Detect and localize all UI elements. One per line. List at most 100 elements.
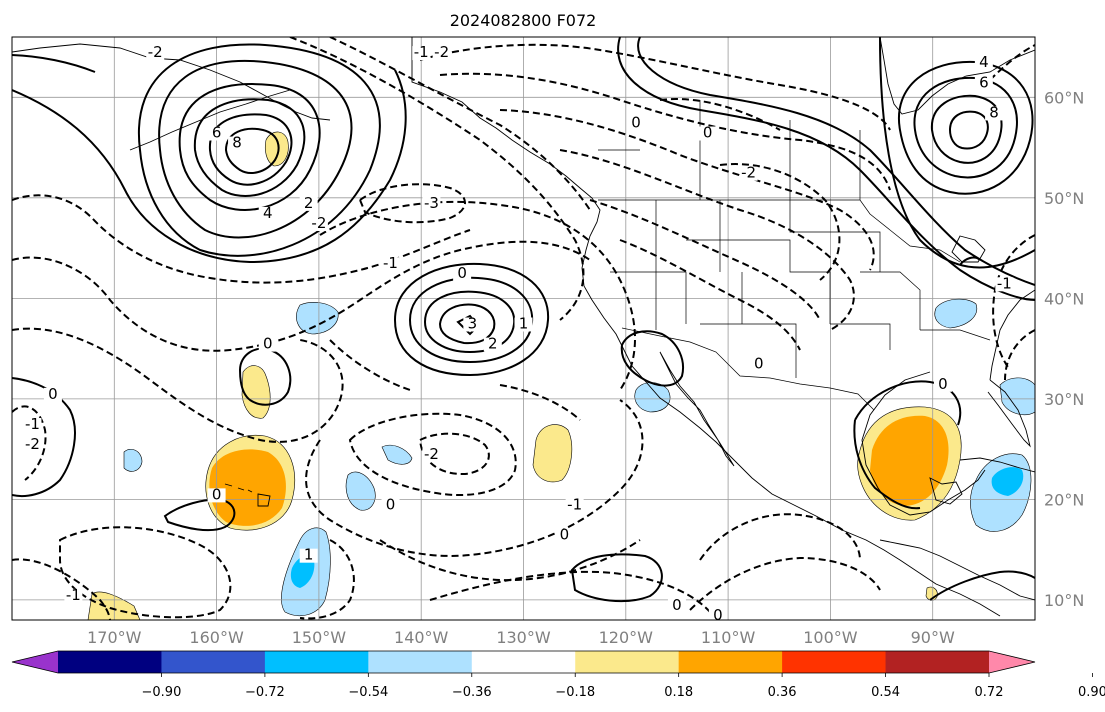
longitude-label: 140°W [394,628,449,647]
contour-line [1004,329,1035,381]
cuba [959,457,1035,473]
colorbar-outline [11,650,1036,674]
fill-light-blue [296,302,339,335]
contour-label-background [933,377,952,392]
contour-line [193,98,306,198]
colorbar-tick-label: 0.54 [871,685,900,700]
contour-line [853,419,921,510]
colorbar-segment [471,651,576,673]
colorbar-segment [678,651,783,673]
contour-label-background [739,166,758,181]
contour-line [719,163,841,281]
contour-line [499,384,581,421]
latitude-label: 20°N [1044,490,1084,509]
contour-label: 6 [212,124,222,142]
contour-label: 2 [488,335,498,353]
contour-line [699,513,861,561]
colorbar-extend-high [989,651,1035,673]
contour-label: 8 [232,134,242,152]
contour-label: 4 [979,53,989,71]
contour-label: 0 [457,264,467,282]
contour-line [224,127,280,174]
contour-label: -2 [148,43,163,61]
contour-line [619,239,801,351]
contour-label-background [258,337,277,352]
contour-line [158,59,353,239]
colorbar-segment [58,651,162,673]
colorbar-tick-label: 0.18 [664,685,693,700]
contour-line [429,570,711,613]
colorbar-extend-low [12,651,58,673]
contour-label: 4 [263,204,273,222]
hudson-bay-coast [879,37,1035,115]
colorbar-segment [368,651,473,673]
colorbar-tick-label: 0.36 [768,685,797,700]
colorbar-segment [782,651,887,673]
contour-line [897,60,1034,195]
north-america-coast [411,37,1001,617]
contour-line [319,200,636,391]
contour-line [418,432,490,476]
contour-line [163,498,236,532]
contour-line [59,526,232,619]
contour-line [559,149,855,331]
contour-line [419,43,891,131]
yucatan [929,477,963,505]
contour-label: 0 [48,385,58,403]
contour-line [12,194,471,284]
contour-label: 0 [631,113,641,131]
contour-label-background [228,136,247,151]
canada-provinces [598,100,861,200]
contour-label-background [258,206,277,221]
latitude-labels: 60°N 50°N 40°N 30°N 20°N 10°N [1044,88,1084,610]
colorbar-segment [161,651,266,673]
contour-label-background [64,588,83,603]
positive-contours [12,37,1035,603]
contour-label-background [995,277,1014,292]
longitude-label: 100°W [803,628,858,647]
colorbar-tick-label: −0.90 [142,685,182,700]
contour-label-background [749,357,768,372]
contour-label: -2 [424,445,439,463]
contour-line [393,262,550,377]
state-borders [610,200,991,378]
contour-label-background [698,126,717,141]
contour-line [929,570,1035,601]
contour-line [637,37,1035,286]
contour-label-background [514,317,533,332]
fill-light-yellow [264,131,289,167]
contour-line [137,43,381,257]
contour-label: 6 [979,73,989,91]
contour-label-background [23,418,42,433]
contour-label: -2 [25,435,40,453]
contour-label-background [483,337,502,352]
colorbar: −0.90 −0.72 −0.54 −0.36 −0.18 0.18 0.36 0.54 0.7… [11,650,1105,700]
hawaii-islands [224,483,253,493]
longitude-label: 120°W [599,628,654,647]
longitude-label: 150°W [292,628,347,647]
contour-label-background [299,548,318,563]
contour-label: 0 [713,606,723,624]
contour-line [329,37,591,211]
contour-label: 1 [519,315,529,333]
latitude-label: 40°N [1044,289,1084,308]
latitude-label: 60°N [1044,88,1084,107]
fill-orange [870,415,949,506]
contour-line [289,37,585,321]
political-borders [598,100,991,411]
contour-label-background [381,498,400,513]
contour-line [348,412,517,497]
contour-line [930,94,1003,164]
contour-line [238,347,292,406]
contour-label-background [299,196,318,211]
longitude-label: 130°W [496,628,551,647]
latitude-label: 50°N [1044,189,1084,208]
contour-label-background [381,257,400,272]
shaded-anomaly-regions [87,131,1035,620]
contour-label-background [412,46,431,61]
contour-line [423,290,516,354]
contour-label-background [422,196,441,211]
longitude-label: 110°W [701,628,756,647]
colorbar-segment [264,651,369,673]
fill-light-yellow [532,424,573,483]
